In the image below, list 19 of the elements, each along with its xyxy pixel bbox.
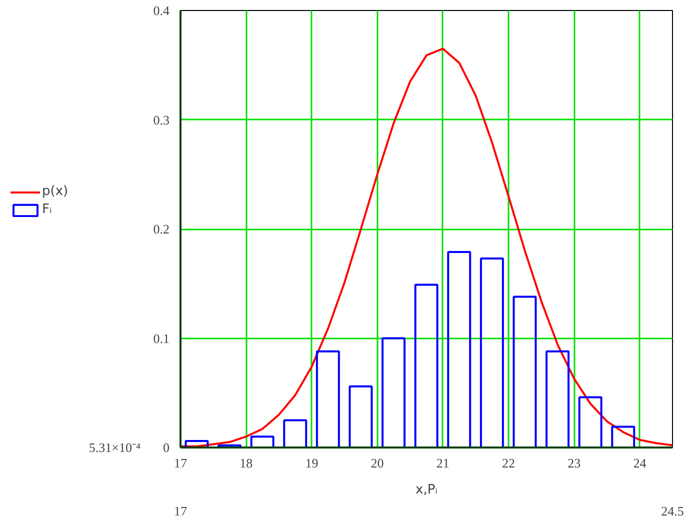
text: 24.5 bbox=[661, 504, 684, 518]
x-tick-label: 23 bbox=[568, 456, 581, 470]
x-tick-label: 17 bbox=[174, 456, 188, 470]
x-tick-label: 21 bbox=[436, 456, 450, 470]
text: 5.31×10⁻⁴ bbox=[88, 440, 141, 455]
legend-label: p(x) bbox=[42, 184, 68, 199]
x-tick-label: 22 bbox=[502, 456, 515, 470]
x-axis-title: x,Pᵢ bbox=[416, 482, 438, 498]
y-tick-label: 0 bbox=[163, 440, 170, 455]
y-tick-label: 0.2 bbox=[153, 222, 170, 236]
y-tick-label: 0.3 bbox=[153, 112, 170, 128]
legend-label: Fᵢ bbox=[42, 202, 53, 217]
x-tick-label: 20 bbox=[370, 456, 384, 470]
y-tick-label: 0.4 bbox=[153, 3, 170, 18]
x-tick-label: 24 bbox=[633, 456, 647, 470]
text: 17 bbox=[174, 504, 188, 518]
x-tick-label: 18 bbox=[240, 456, 253, 470]
y-tick-label: 0.1 bbox=[153, 330, 170, 346]
x-tick-label: 19 bbox=[305, 456, 318, 470]
